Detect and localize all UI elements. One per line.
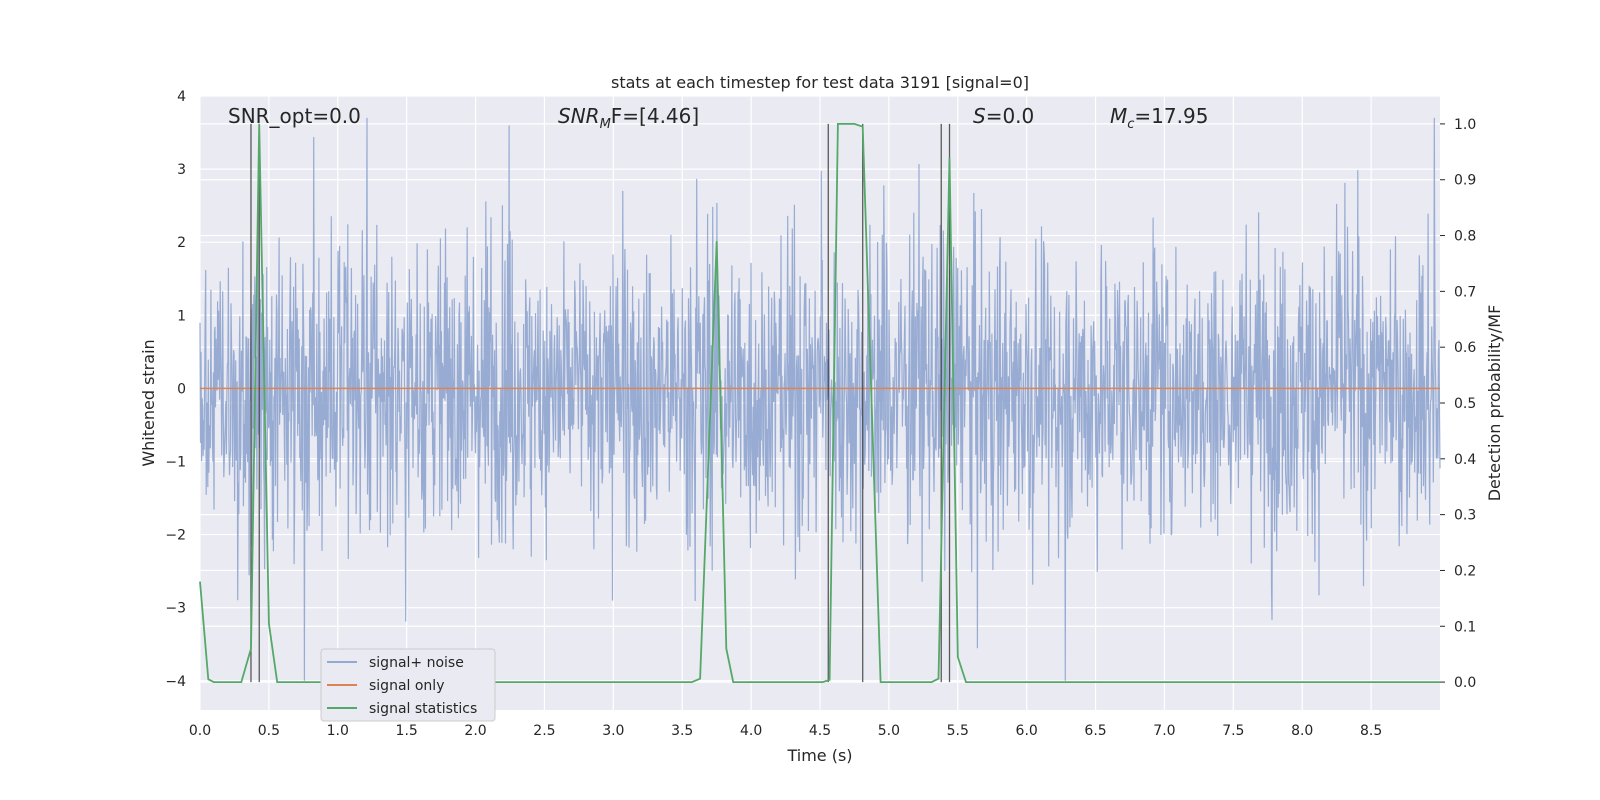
signal-noise-series: [199, 117, 1441, 681]
x-tick-label-0: 0.0: [189, 723, 211, 739]
legend: signal+ noise signal only signal statist…: [320, 648, 496, 722]
legend-label-signal-only: signal only: [369, 678, 444, 694]
y-right-tick-label-7: 0.3: [1454, 508, 1476, 524]
x-tick-label-4: 2.0: [464, 723, 486, 739]
y-left-tick-label-4: 0: [177, 381, 186, 397]
x-tick-label-7: 3.5: [671, 723, 693, 739]
legend-box: [320, 648, 496, 722]
y-right-tick-label-10: 0.0: [1454, 675, 1476, 691]
y-right-tick-label-4: 0.6: [1454, 340, 1476, 356]
y-left-tick-label-3: 1: [177, 308, 186, 324]
chart-title: stats at each timestep for test data 319…: [611, 73, 1029, 92]
y-right-tick-label-1: 0.9: [1454, 173, 1476, 189]
y-right-axis-label: Detection probability/MF: [1485, 305, 1504, 502]
legend-label-statistics: signal statistics: [369, 701, 477, 717]
annotation-snr-opt: SNR_opt=0.0: [228, 104, 361, 128]
y-left-tick-label-5: −1: [165, 454, 186, 470]
x-tick-label-13: 6.5: [1084, 723, 1106, 739]
x-tick-label-6: 3.0: [602, 723, 624, 739]
y-left-axis-label: Whitened strain: [139, 339, 158, 466]
x-tick-label-12: 6.0: [1016, 723, 1038, 739]
annotation-s: S=0.0: [973, 104, 1034, 128]
y-right-tick-label-2: 0.8: [1454, 229, 1476, 245]
y-right-tick-label-0: 1.0: [1454, 117, 1476, 133]
x-axis-label: Time (s): [786, 746, 852, 765]
x-tick-label-10: 5.0: [878, 723, 900, 739]
x-tick-label-17: 8.5: [1360, 723, 1382, 739]
x-tick-label-3: 1.5: [396, 723, 418, 739]
detection-vertical-lines: [250, 123, 951, 683]
x-tick-label-5: 2.5: [533, 723, 555, 739]
x-tick-label-14: 7.0: [1153, 723, 1175, 739]
x-tick-label-16: 8.0: [1291, 723, 1313, 739]
y-left-tick-label-8: −4: [165, 674, 186, 690]
y-right-tick-label-6: 0.4: [1454, 452, 1476, 468]
y-left-tick-label-0: 4: [177, 89, 186, 105]
y-right-tick-label-3: 0.7: [1454, 284, 1476, 300]
y-left-tick-label-6: −2: [165, 528, 186, 544]
legend-label-noise: signal+ noise: [369, 655, 464, 671]
y-left-tick-label-7: −3: [165, 601, 186, 617]
y-right-tick-label-5: 0.5: [1454, 396, 1476, 412]
y-right-tick-labels: 1.0 0.9 0.8 0.7 0.6 0.5 0.4 0.3 0.2 0.1 0.0: [1454, 117, 1476, 691]
annotation-snr-mf: SNRMF=[4.46]: [558, 104, 699, 132]
x-tick-label-11: 5.5: [947, 723, 969, 739]
y-right-tick-label-9: 0.1: [1454, 619, 1476, 635]
noise-line: [199, 117, 1441, 681]
x-tick-label-15: 7.5: [1222, 723, 1244, 739]
x-tick-label-9: 4.5: [809, 723, 831, 739]
y-left-tick-label-1: 3: [177, 162, 186, 178]
y-left-tick-labels: 4 3 2 1 0 −1 −2 −3 −4: [165, 89, 186, 690]
grid-horizontal-left: [200, 95, 1440, 682]
statistics-line: [199, 123, 1440, 683]
x-tick-label-2: 1.0: [327, 723, 349, 739]
x-tick-label-1: 0.5: [258, 723, 280, 739]
y-right-tick-label-8: 0.2: [1454, 563, 1476, 579]
signal-statistics-series: [199, 123, 1440, 683]
y-left-tick-label-2: 2: [177, 235, 186, 251]
x-tick-label-8: 4.0: [740, 723, 762, 739]
x-tick-labels: 0.0 0.5 1.0 1.5 2.0 2.5 3.0 3.5 4.0 4.5 5.0 5.5 6.0 6…: [189, 723, 1382, 739]
annotation-mc: Mc=17.95: [1110, 104, 1208, 132]
